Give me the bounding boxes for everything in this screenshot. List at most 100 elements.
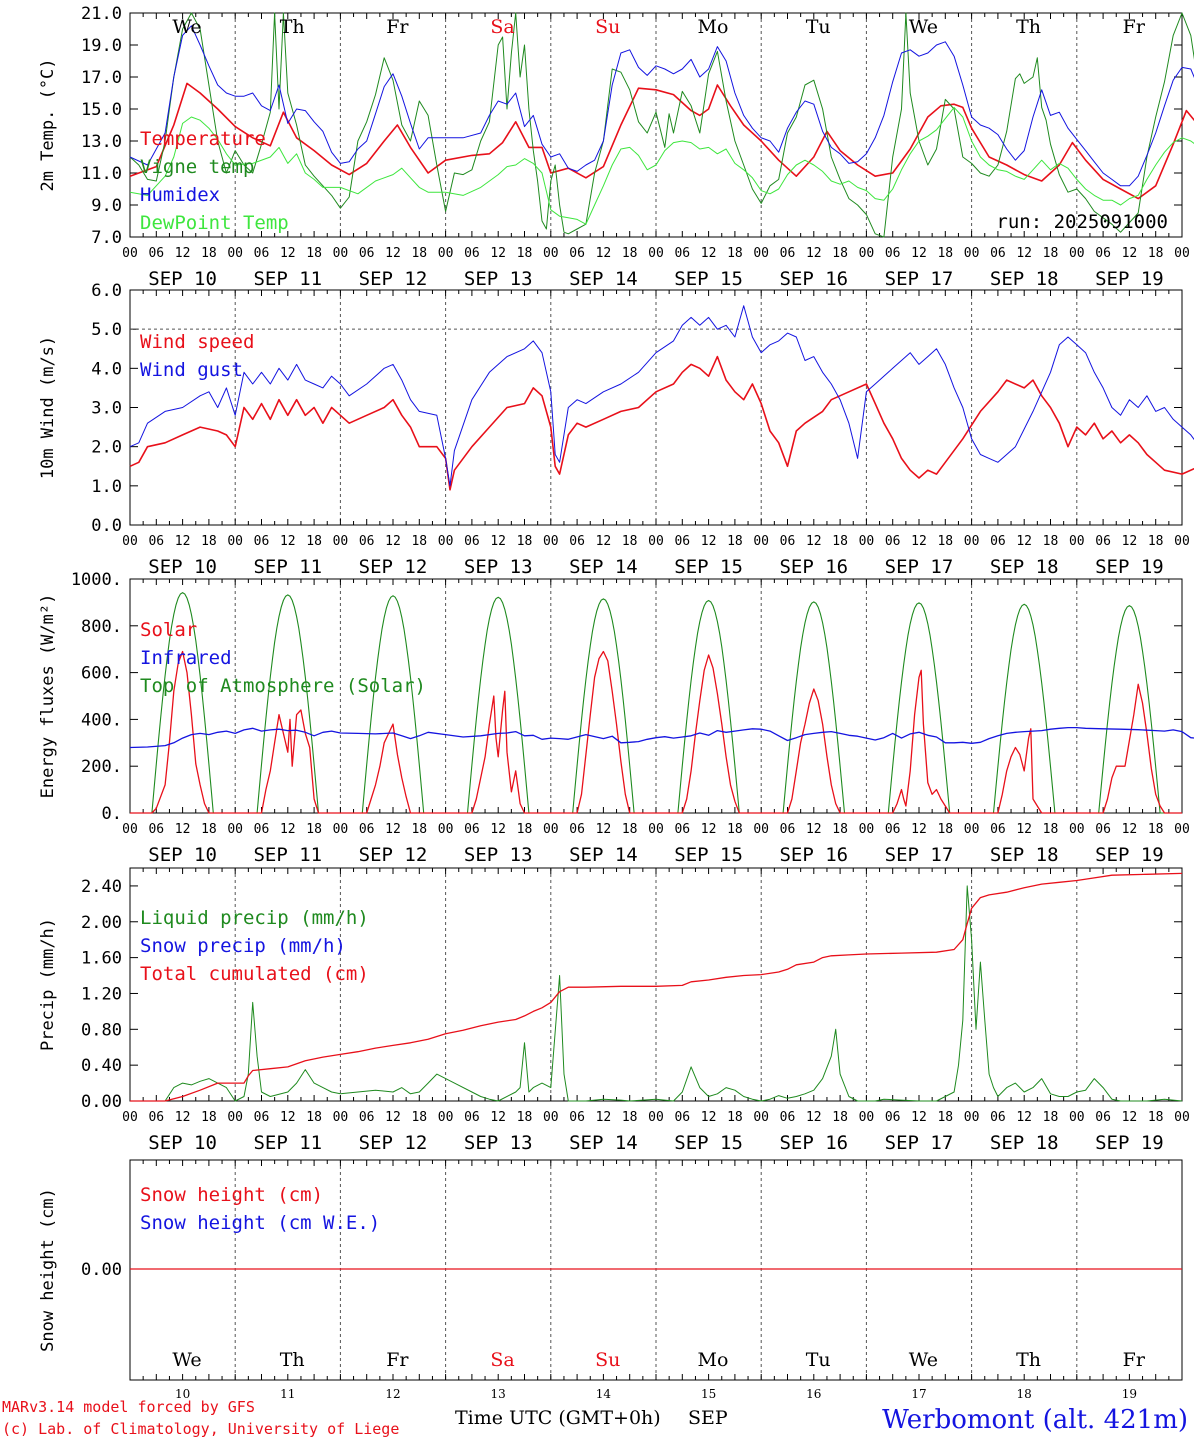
hour-label: 06 — [148, 1110, 164, 1125]
hour-label: 06 — [780, 534, 796, 549]
date-label: SEP 14 — [569, 844, 638, 866]
hour-label: 00 — [122, 822, 138, 837]
y-tick-label: 1.60 — [81, 949, 122, 969]
hour-label: 06 — [464, 246, 480, 261]
bottom-day-number: 16 — [806, 1387, 821, 1401]
y-tick-label: 1.0 — [91, 477, 122, 497]
y-tick-label: 600. — [81, 664, 122, 684]
date-label: SEP 12 — [359, 1132, 428, 1154]
date-label: SEP 11 — [253, 268, 322, 290]
date-label: SEP 10 — [148, 556, 217, 578]
y-tick-label: 0.00 — [81, 1092, 122, 1112]
energy-panel: 0. 200. 400. 600. 800. 1000. Energy fluxes (W/… — [38, 570, 1194, 866]
hour-label: 18 — [622, 822, 638, 837]
hour-label: 00 — [543, 534, 559, 549]
y-tick-label: 0. — [102, 804, 122, 824]
hour-label: 18 — [517, 534, 533, 549]
hour-label: 06 — [990, 246, 1006, 261]
y-tick-label: 11.0 — [81, 164, 122, 184]
wind-series-0 — [129, 355, 1194, 491]
hour-label: 12 — [701, 246, 717, 261]
hour-label: 18 — [517, 822, 533, 837]
hour-label: 12 — [385, 1110, 401, 1125]
day-label: Sa — [490, 16, 514, 38]
hour-label: 18 — [1148, 822, 1164, 837]
hour-label: 12 — [596, 246, 612, 261]
hour-label: 06 — [1095, 822, 1111, 837]
date-label: SEP 18 — [990, 844, 1059, 866]
day-label: Sa — [490, 1349, 514, 1371]
station-name: Werbomont (alt. 421m) — [882, 1405, 1188, 1435]
legend-top-of-atmosphere-solar: Top of Atmosphere (Solar) — [140, 675, 426, 697]
hour-label: 12 — [385, 246, 401, 261]
day-label: Fr — [386, 16, 409, 38]
energy-y-axis-title: Energy fluxes (W/m²) — [38, 594, 58, 799]
date-label: SEP 19 — [1095, 268, 1164, 290]
date-label: SEP 18 — [990, 268, 1059, 290]
date-label: SEP 10 — [148, 844, 217, 866]
hour-label: 00 — [333, 246, 349, 261]
hour-label: 18 — [832, 1110, 848, 1125]
day-label: Th — [1016, 16, 1041, 38]
hour-label: 00 — [1174, 822, 1190, 837]
y-tick-label: 9.0 — [91, 196, 122, 216]
bottom-day-number: 12 — [385, 1387, 400, 1401]
hour-label: 12 — [701, 822, 717, 837]
hour-label: 12 — [911, 534, 927, 549]
hour-label: 06 — [254, 822, 270, 837]
hour-label: 06 — [148, 822, 164, 837]
hour-label: 00 — [1174, 246, 1190, 261]
legend-wind-speed: Wind speed — [140, 331, 254, 353]
hour-label: 12 — [806, 1110, 822, 1125]
hour-label: 06 — [1095, 1110, 1111, 1125]
y-tick-label: 6.0 — [91, 281, 122, 301]
hour-label: 06 — [674, 246, 690, 261]
date-label: SEP 17 — [885, 268, 954, 290]
hour-label: 12 — [806, 246, 822, 261]
hour-label: 06 — [464, 822, 480, 837]
hour-label: 00 — [964, 822, 980, 837]
hour-label: 06 — [674, 822, 690, 837]
bottom-day-number: 19 — [1122, 1387, 1137, 1401]
hour-label: 18 — [937, 246, 953, 261]
hour-label: 12 — [1122, 822, 1138, 837]
date-label: SEP 15 — [674, 1132, 743, 1154]
y-tick-label: 0.80 — [81, 1020, 122, 1040]
temperature-series-1 — [129, 12, 1194, 238]
y-tick-label: 13.0 — [81, 132, 122, 152]
day-label: Fr — [1123, 1349, 1146, 1371]
hour-label: 06 — [990, 1110, 1006, 1125]
date-label: SEP 11 — [253, 844, 322, 866]
day-label: Fr — [1123, 16, 1146, 38]
hour-label: 00 — [438, 822, 454, 837]
hour-label: 18 — [306, 246, 322, 261]
y-tick-label: 7.0 — [91, 228, 122, 248]
date-label: SEP 15 — [674, 844, 743, 866]
hour-label: 18 — [727, 822, 743, 837]
y-tick-label: 0.00 — [81, 1260, 122, 1280]
month-label: SEP — [688, 1407, 728, 1429]
energy-series-1 — [129, 726, 1194, 749]
hour-label: 12 — [175, 534, 191, 549]
hour-label: 06 — [464, 534, 480, 549]
hour-label: 18 — [832, 246, 848, 261]
legend-liquid-precip-mm-h: Liquid precip (mm/h) — [140, 907, 369, 929]
y-tick-label: 1.20 — [81, 984, 122, 1004]
hour-label: 06 — [569, 246, 585, 261]
temperature-frame — [129, 12, 1183, 238]
day-label: We — [909, 1349, 938, 1371]
hour-label: 18 — [1148, 1110, 1164, 1125]
precip-panel: 0.00 0.40 0.80 1.20 1.60 2.00 2.40 Precip (mm/h… — [38, 867, 1190, 1154]
hour-label: 00 — [543, 1110, 559, 1125]
temperature-series-2 — [129, 25, 1194, 187]
hour-label: 18 — [937, 534, 953, 549]
hour-label: 12 — [175, 822, 191, 837]
hour-label: 06 — [780, 246, 796, 261]
footer: MARv3.14 model forced by GFS (c) Lab. of… — [2, 1398, 1188, 1438]
hour-label: 06 — [885, 246, 901, 261]
y-tick-label: 3.0 — [91, 399, 122, 419]
energy-series-0 — [130, 650, 1182, 814]
hour-label: 12 — [280, 822, 296, 837]
hour-label: 06 — [359, 822, 375, 837]
hour-label: 06 — [359, 1110, 375, 1125]
